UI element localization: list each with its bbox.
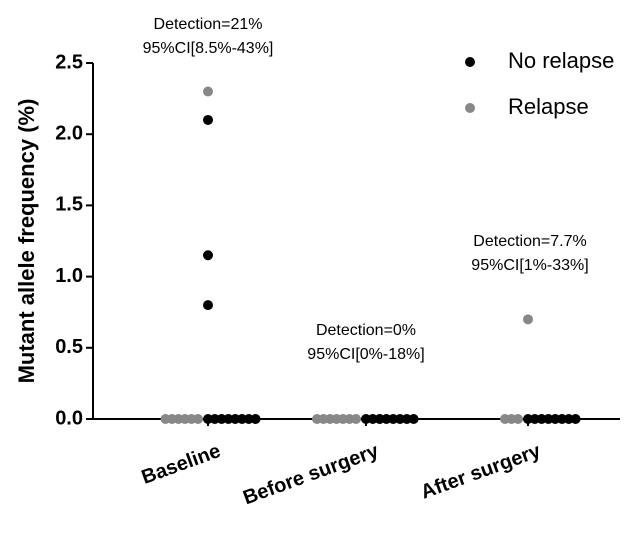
data-point — [570, 414, 581, 424]
data-point — [193, 414, 203, 424]
legend-label: No relapse — [508, 48, 614, 73]
y-tick-label: 2.0 — [55, 122, 83, 144]
y-tick-label: 1.5 — [55, 194, 83, 216]
data-point — [408, 414, 419, 424]
y-tick-label: 1.0 — [55, 265, 83, 287]
annotation: Detection=0% — [316, 322, 416, 339]
data-point — [523, 314, 533, 325]
y-tick-label: 0.5 — [55, 336, 83, 358]
annotation: 95%CI[0%-18%] — [307, 346, 424, 363]
annotation: 95%CI[1%-33%] — [471, 257, 588, 274]
data-point — [513, 414, 523, 424]
data-point — [203, 300, 213, 311]
data-point — [351, 414, 361, 424]
x-tick-label: Baseline — [139, 440, 224, 489]
y-axis-label: Mutant allele frequency (%) — [14, 99, 39, 384]
data-point — [250, 414, 261, 424]
x-tick-label: After surgery — [418, 440, 544, 504]
data-point — [203, 114, 213, 125]
data-point — [203, 86, 213, 97]
annotation: Detection=21% — [154, 16, 263, 33]
annotation: 95%CI[8.5%-43%] — [143, 40, 274, 57]
x-tick-label: Before surgery — [240, 440, 382, 510]
y-tick-label: 0.0 — [55, 407, 83, 429]
y-tick-label: 2.5 — [55, 51, 83, 73]
legend-label: Relapse — [508, 94, 589, 119]
legend-marker — [465, 103, 475, 113]
data-point — [203, 250, 213, 261]
annotation: Detection=7.7% — [473, 233, 586, 250]
legend-marker — [465, 57, 475, 67]
